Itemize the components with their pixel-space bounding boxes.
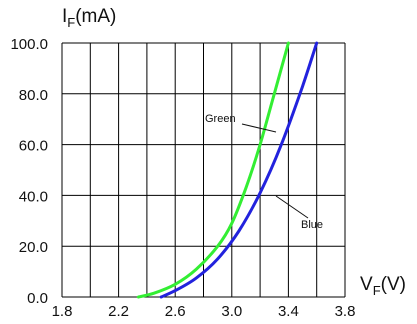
- x-tick-label: 3.0: [221, 303, 242, 320]
- x-axis-title: VF(V): [360, 274, 406, 298]
- green-series-label: Green: [205, 113, 236, 125]
- series-layer: [136, 41, 319, 299]
- x-tick-label: 3.4: [278, 303, 299, 320]
- x-tick-labels: 1.8 2.2 2.6 3.0 3.4 3.8: [52, 303, 356, 320]
- y-axis-title-main: I: [62, 6, 67, 27]
- series-line-blue: [159, 41, 319, 299]
- y-tick-label: 60.0: [19, 138, 48, 155]
- y-axis-title: IF(mA): [62, 6, 116, 30]
- series-line-green: [136, 41, 290, 299]
- blue-series-label: Blue: [301, 219, 323, 231]
- y-tick-label: 0.0: [27, 290, 48, 307]
- blue-leader-line: [275, 195, 309, 219]
- y-tick-label: 100.0: [10, 36, 48, 53]
- green-leader-line: [241, 123, 277, 133]
- x-tick-label: 3.8: [335, 303, 356, 320]
- y-axis-title-sub: F: [67, 15, 75, 30]
- chart-grid: [61, 42, 346, 298]
- green-annotation: Green: [205, 113, 277, 133]
- y-tick-label: 40.0: [19, 188, 48, 205]
- x-tick-label: 1.8: [52, 303, 73, 320]
- x-axis-title-sub: F: [373, 283, 381, 298]
- y-tick-label: 80.0: [19, 87, 48, 104]
- x-axis-title-main: V: [360, 274, 373, 295]
- x-tick-label: 2.2: [108, 303, 129, 320]
- y-axis-title-unit: (mA): [75, 6, 116, 27]
- x-axis-title-unit: (V): [381, 274, 406, 295]
- y-tick-label: 20.0: [19, 239, 48, 256]
- blue-annotation: Blue: [275, 195, 323, 231]
- x-tick-label: 2.6: [165, 303, 186, 320]
- y-tick-labels: 0.0 20.0 40.0 60.0 80.0 100.0: [10, 36, 48, 307]
